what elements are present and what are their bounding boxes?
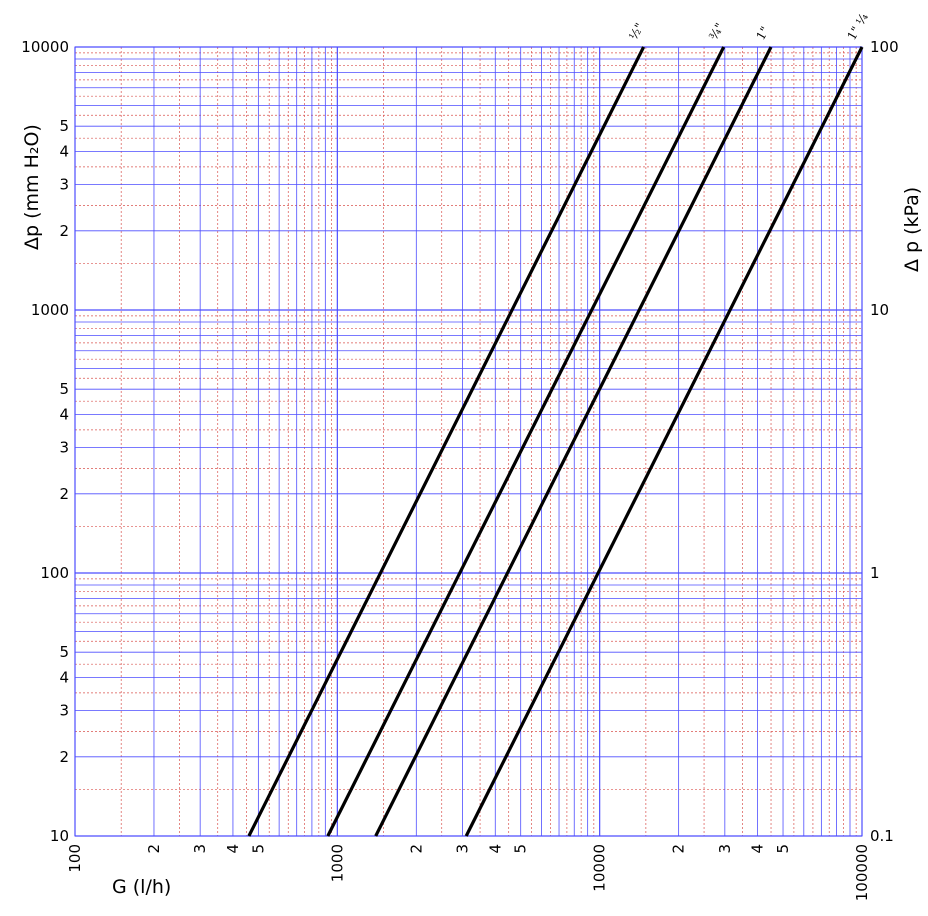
plot-frame [74, 46, 863, 837]
x-tick-label: 100000 [853, 844, 871, 901]
y-tick-label: 2 [59, 485, 69, 503]
series-label: 1" [753, 24, 772, 42]
x-tick-label: 4 [486, 844, 504, 854]
y-tick-label: 10000 [21, 38, 69, 56]
series-line [464, 46, 864, 837]
series-label: ¾" [706, 21, 727, 43]
y2-tick-label: 0.1 [870, 827, 894, 845]
x-tick-label: 2 [670, 844, 688, 854]
y-tick-label: 3 [59, 439, 69, 457]
y2-tick-label: 10 [870, 301, 889, 319]
x-tick-label: 3 [454, 844, 472, 854]
x-tick-label: 3 [191, 844, 209, 854]
series-line [326, 46, 726, 837]
y-tick-labels: 10 2 3 4 5 100 2 3 4 5 1000 2 3 4 5 10000 [21, 38, 69, 845]
minor-grid [75, 47, 862, 836]
x-tick-label: 2 [407, 844, 425, 854]
x-tick-label: 5 [774, 844, 792, 854]
series-line [374, 46, 773, 837]
x-tick-label: 5 [512, 844, 530, 854]
y-tick-label: 3 [59, 176, 69, 194]
y-tick-label: 100 [40, 564, 69, 582]
y-tick-label: 2 [59, 222, 69, 240]
y-tick-label: 5 [59, 117, 69, 135]
series-label: 1" ¼ [844, 10, 871, 42]
y-tick-label: 4 [59, 669, 69, 687]
y2-tick-label: 100 [870, 38, 899, 56]
major-grid [74, 46, 863, 837]
x-tick-label: 4 [224, 844, 242, 854]
x-axis-title: G (l/h) [112, 876, 171, 898]
y2-axis-title: Δ p (kPa) [901, 187, 923, 272]
y-tick-label: 4 [59, 143, 69, 161]
y2-tick-label: 1 [870, 564, 880, 582]
x-tick-label: 3 [716, 844, 734, 854]
y-tick-label: 5 [59, 380, 69, 398]
series-line [247, 46, 646, 837]
y-tick-label: 4 [59, 406, 69, 424]
y-tick-label: 10 [50, 827, 69, 845]
x-tick-label: 1000 [328, 844, 346, 882]
y2-tick-labels: 0.1 1 10 100 [870, 38, 899, 845]
y-tick-label: 3 [59, 702, 69, 720]
y-tick-label: 5 [59, 643, 69, 661]
y-tick-label: 2 [59, 748, 69, 766]
y-tick-label: 1000 [31, 301, 69, 319]
x-tick-label: 5 [249, 844, 267, 854]
x-tick-label: 4 [749, 844, 767, 854]
x-tick-label: 100 [66, 844, 84, 873]
series-lines [247, 46, 864, 837]
y-axis-title: Δp (mm H₂O) [21, 124, 43, 250]
series-label: ½" [626, 21, 647, 43]
series-labels: ½" ¾" 1" 1" ¼ [626, 10, 871, 42]
x-tick-labels: 100 2 3 4 5 1000 2 3 4 5 10000 2 3 4 5 100000 [66, 844, 871, 901]
x-tick-label: 2 [145, 844, 163, 854]
x-tick-label: 10000 [591, 844, 609, 892]
